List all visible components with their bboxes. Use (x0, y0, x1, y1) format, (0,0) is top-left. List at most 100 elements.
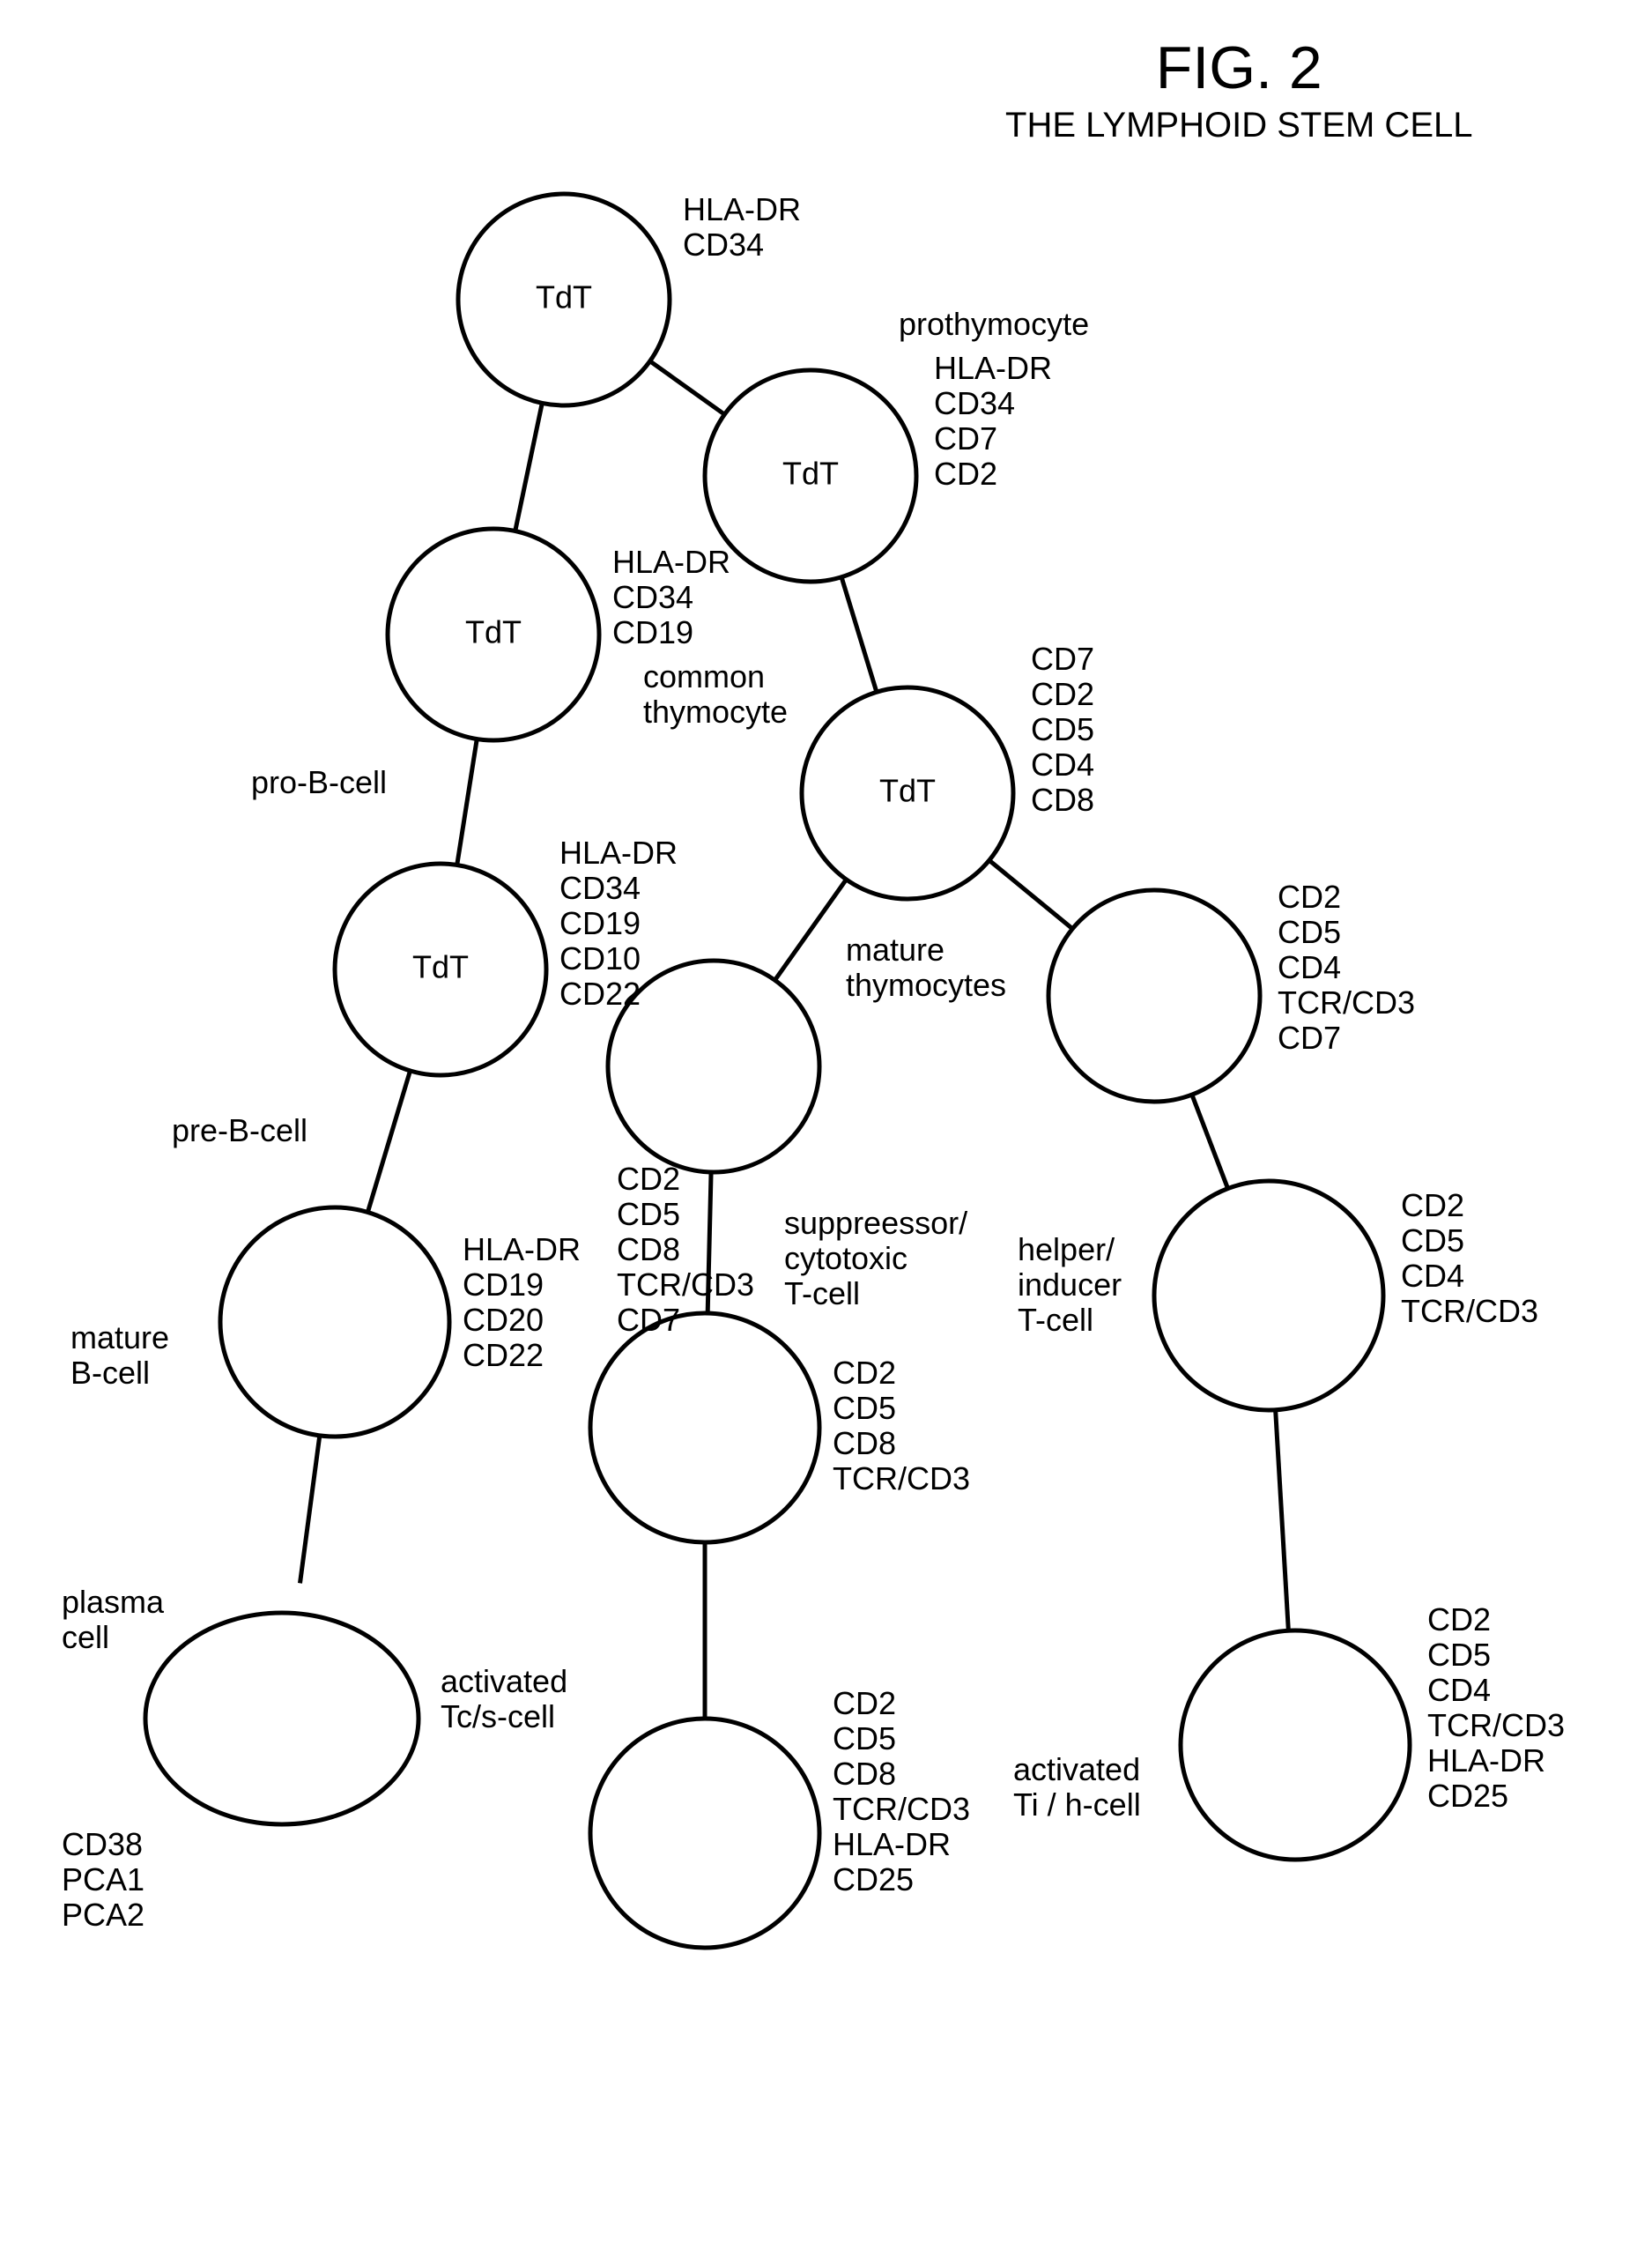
node-plasma-marker: PCA2 (62, 1897, 144, 1933)
node-actTih-marker: CD25 (1427, 1778, 1508, 1814)
node-matThyR (1048, 890, 1260, 1102)
edge-preB-matureB (367, 1071, 410, 1213)
node-proB-marker: CD34 (612, 579, 693, 615)
node-actTcs-marker: CD25 (833, 1861, 914, 1897)
node-actTcs-marker: HLA-DR (833, 1826, 951, 1862)
lymphoid-stem-cell-diagram: TdTTdTTdTTdTTdT HLA-DRCD34HLA-DRCD34CD7C… (0, 0, 1652, 2265)
node-prothy-label: prothymocyte (899, 306, 1089, 342)
node-plasma-label: plasma (62, 1584, 165, 1620)
node-matureB-marker: HLA-DR (463, 1231, 581, 1267)
node-helperT-marker: TCR/CD3 (1401, 1293, 1538, 1329)
node-actTcs-label: activated (441, 1663, 567, 1699)
node-actTih-label: Ti / h-cell (1013, 1786, 1141, 1823)
node-matureB-marker: CD22 (463, 1337, 544, 1373)
edge-matThyR-helperT (1192, 1095, 1228, 1188)
node-matThyL-marker: CD2 (617, 1161, 680, 1197)
node-matureB-label: mature (70, 1319, 169, 1355)
node-prothy-marker: HLA-DR (934, 350, 1052, 386)
node-actTcs-marker: CD8 (833, 1756, 896, 1792)
node-matThyL-marker: CD8 (617, 1231, 680, 1267)
edge-stem-prothy (650, 361, 725, 415)
node-preB-marker: CD19 (559, 905, 641, 941)
node-actTcs-marker: TCR/CD3 (833, 1791, 970, 1827)
node-matThyR-label: mature (846, 932, 945, 968)
nodes-layer: TdTTdTTdTTdTTdT (145, 194, 1410, 1948)
node-actTcs-label: Tc/s-cell (441, 1698, 555, 1734)
node-suppT-marker: CD2 (833, 1355, 896, 1391)
node-matThyR-marker: TCR/CD3 (1278, 984, 1415, 1021)
node-commonThy-marker: CD5 (1031, 711, 1094, 747)
edge-proB-preB (457, 739, 478, 865)
node-commonThy-marker: CD8 (1031, 782, 1094, 818)
node-plasma-label: cell (62, 1619, 109, 1655)
node-helperT-marker: CD5 (1401, 1222, 1464, 1259)
node-suppT-marker: CD5 (833, 1390, 896, 1426)
node-commonThy-marker: CD4 (1031, 746, 1094, 783)
node-commonThy-label: thymocyte (643, 694, 788, 730)
node-stem-marker: CD34 (683, 226, 764, 263)
node-helperT-marker: CD4 (1401, 1258, 1464, 1294)
node-matThyL-marker: CD7 (617, 1302, 680, 1338)
node-prothy-marker: CD34 (934, 385, 1015, 421)
edge-commonThy-matThyR (989, 860, 1073, 929)
node-matThyL-marker: CD5 (617, 1196, 680, 1232)
node-matThyR-marker: CD5 (1278, 914, 1341, 950)
node-actTih-label: activated (1013, 1751, 1140, 1787)
node-prothy-marker: CD7 (934, 420, 997, 457)
node-helperT (1154, 1181, 1383, 1410)
node-actTih-marker: TCR/CD3 (1427, 1707, 1565, 1743)
node-plasma (145, 1613, 419, 1824)
node-actTih-marker: CD2 (1427, 1601, 1491, 1637)
node-commonThy-inner: TdT (879, 773, 936, 809)
node-matureB-label: B-cell (70, 1355, 150, 1391)
node-matureB (220, 1207, 449, 1437)
node-matThyL-marker: TCR/CD3 (617, 1266, 754, 1303)
node-helperT-label: inducer (1018, 1266, 1122, 1303)
node-matThyR-marker: CD4 (1278, 949, 1341, 985)
node-matureB-marker: CD20 (463, 1302, 544, 1338)
node-actTih (1181, 1630, 1410, 1860)
node-preB-marker: CD22 (559, 976, 641, 1012)
node-stem-marker: HLA-DR (683, 191, 801, 227)
node-actTih-marker: CD4 (1427, 1672, 1491, 1708)
node-suppT-marker: TCR/CD3 (833, 1460, 970, 1496)
node-preB-marker: CD34 (559, 870, 641, 906)
node-suppT-label: T-cell (784, 1275, 860, 1311)
node-commonThy-marker: CD2 (1031, 676, 1094, 712)
node-suppT-marker: CD8 (833, 1425, 896, 1461)
edge-stem-proB (515, 403, 543, 531)
edge-commonThy-matThyL (774, 880, 846, 980)
node-actTcs-marker: CD2 (833, 1685, 896, 1721)
node-commonThy-label: common (643, 658, 765, 694)
node-preB-label: pre-B-cell (172, 1112, 307, 1148)
node-preB-inner: TdT (412, 949, 469, 985)
node-helperT-label: helper/ (1018, 1231, 1115, 1267)
node-prothy-marker: CD2 (934, 456, 997, 492)
node-matThyR-label: thymocytes (846, 967, 1006, 1003)
node-plasma-marker: PCA1 (62, 1861, 144, 1897)
node-prothy-inner: TdT (782, 456, 839, 492)
node-proB-label: pro-B-cell (251, 764, 387, 800)
node-commonThy-marker: CD7 (1031, 641, 1094, 677)
figure-subtitle: THE LYMPHOID STEM CELL (1005, 106, 1472, 145)
node-preB-marker: HLA-DR (559, 835, 678, 871)
node-proB-marker: CD19 (612, 614, 693, 650)
node-matThyR-marker: CD2 (1278, 879, 1341, 915)
node-proB-marker: HLA-DR (612, 544, 730, 580)
node-suppT-label: suppreessor/ (784, 1205, 967, 1241)
node-suppT (590, 1313, 819, 1542)
node-matureB-marker: CD19 (463, 1266, 544, 1303)
node-helperT-label: T-cell (1018, 1302, 1093, 1338)
node-plasma-marker: CD38 (62, 1826, 143, 1862)
node-matThyR-marker: CD7 (1278, 1020, 1341, 1056)
figure-title: FIG. 2 (1156, 34, 1322, 101)
node-preB-marker: CD10 (559, 940, 641, 977)
node-actTcs (590, 1719, 819, 1948)
node-actTcs-marker: CD5 (833, 1720, 896, 1756)
node-actTih-marker: CD5 (1427, 1637, 1491, 1673)
edge-helperT-actTih (1276, 1410, 1289, 1630)
node-helperT-marker: CD2 (1401, 1187, 1464, 1223)
edge-prothy-commonThy (841, 577, 877, 692)
node-suppT-label: cytotoxic (784, 1240, 907, 1276)
edge-matureB-plasma (300, 1436, 319, 1584)
